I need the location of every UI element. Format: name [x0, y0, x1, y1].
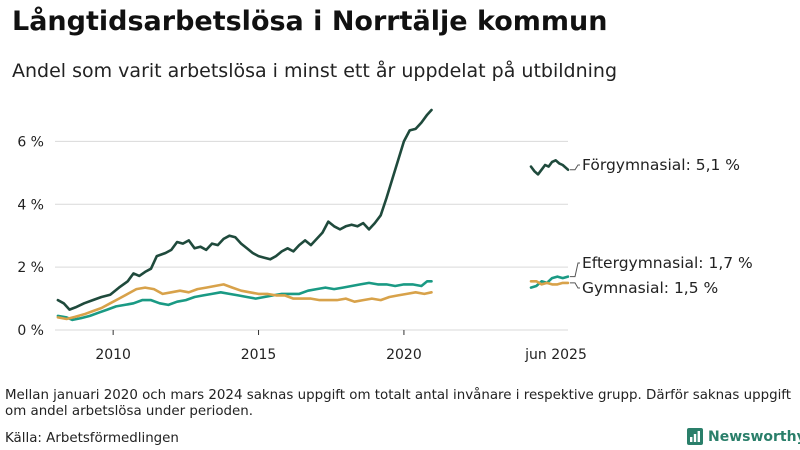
label-connector-forgymnasial [570, 164, 580, 171]
label-connector-gymnasial [570, 282, 580, 289]
label-connector-eftergymnasial [570, 262, 580, 278]
line-chart: 0 % 2 % 4 % 6 % 2010 2015 2020 jun 2025 Förgym… [17, 108, 753, 363]
x-tick-label-end: jun 2025 [524, 347, 587, 363]
brand: Newsworthy [687, 428, 800, 445]
source-note: Källa: Arbetsförmedlingen [5, 431, 179, 446]
series-line-gymnasial [56, 283, 433, 321]
series-line-recent-forgymnasial [529, 159, 570, 176]
y-tick-label: 4 % [17, 197, 44, 213]
brand-name: Newsworthy [708, 428, 800, 445]
chart-title: Långtidsarbetslösa i Norrtälje kommun [12, 6, 608, 37]
chart-subtitle: Andel som varit arbetslösa i minst ett å… [12, 60, 618, 82]
y-tick-label: 2 % [17, 260, 44, 276]
series-label-eftergymnasial: Eftergymnasial: 1,7 % [582, 254, 753, 272]
series-line-recent-gymnasial [529, 280, 570, 286]
series-labels: Förgymnasial: 5,1 % Eftergymnasial: 1,7 %… [570, 156, 753, 297]
y-axis-ticks: 0 % 2 % 4 % 6 % [17, 134, 44, 339]
series-lines [56, 108, 570, 322]
series-label-gymnasial: Gymnasial: 1,5 % [582, 279, 718, 297]
series-line-forgymnasial [56, 108, 433, 311]
newsworthy-logo-icon [687, 428, 703, 445]
x-axis-ticks: 2010 2015 2020 jun 2025 [95, 330, 587, 363]
x-tick-label: 2010 [95, 347, 131, 363]
chart-grid [55, 140, 568, 331]
series-label-forgymnasial: Förgymnasial: 5,1 % [582, 156, 740, 174]
y-tick-label: 6 % [17, 134, 44, 150]
footnote: Mellan januari 2020 och mars 2024 saknas… [5, 388, 792, 419]
series-line-eftergymnasial [56, 280, 433, 322]
x-tick-label: 2015 [241, 347, 277, 363]
y-tick-label: 0 % [17, 323, 44, 339]
x-tick-label: 2020 [386, 347, 422, 363]
series-line-recent-eftergymnasial [529, 275, 570, 289]
